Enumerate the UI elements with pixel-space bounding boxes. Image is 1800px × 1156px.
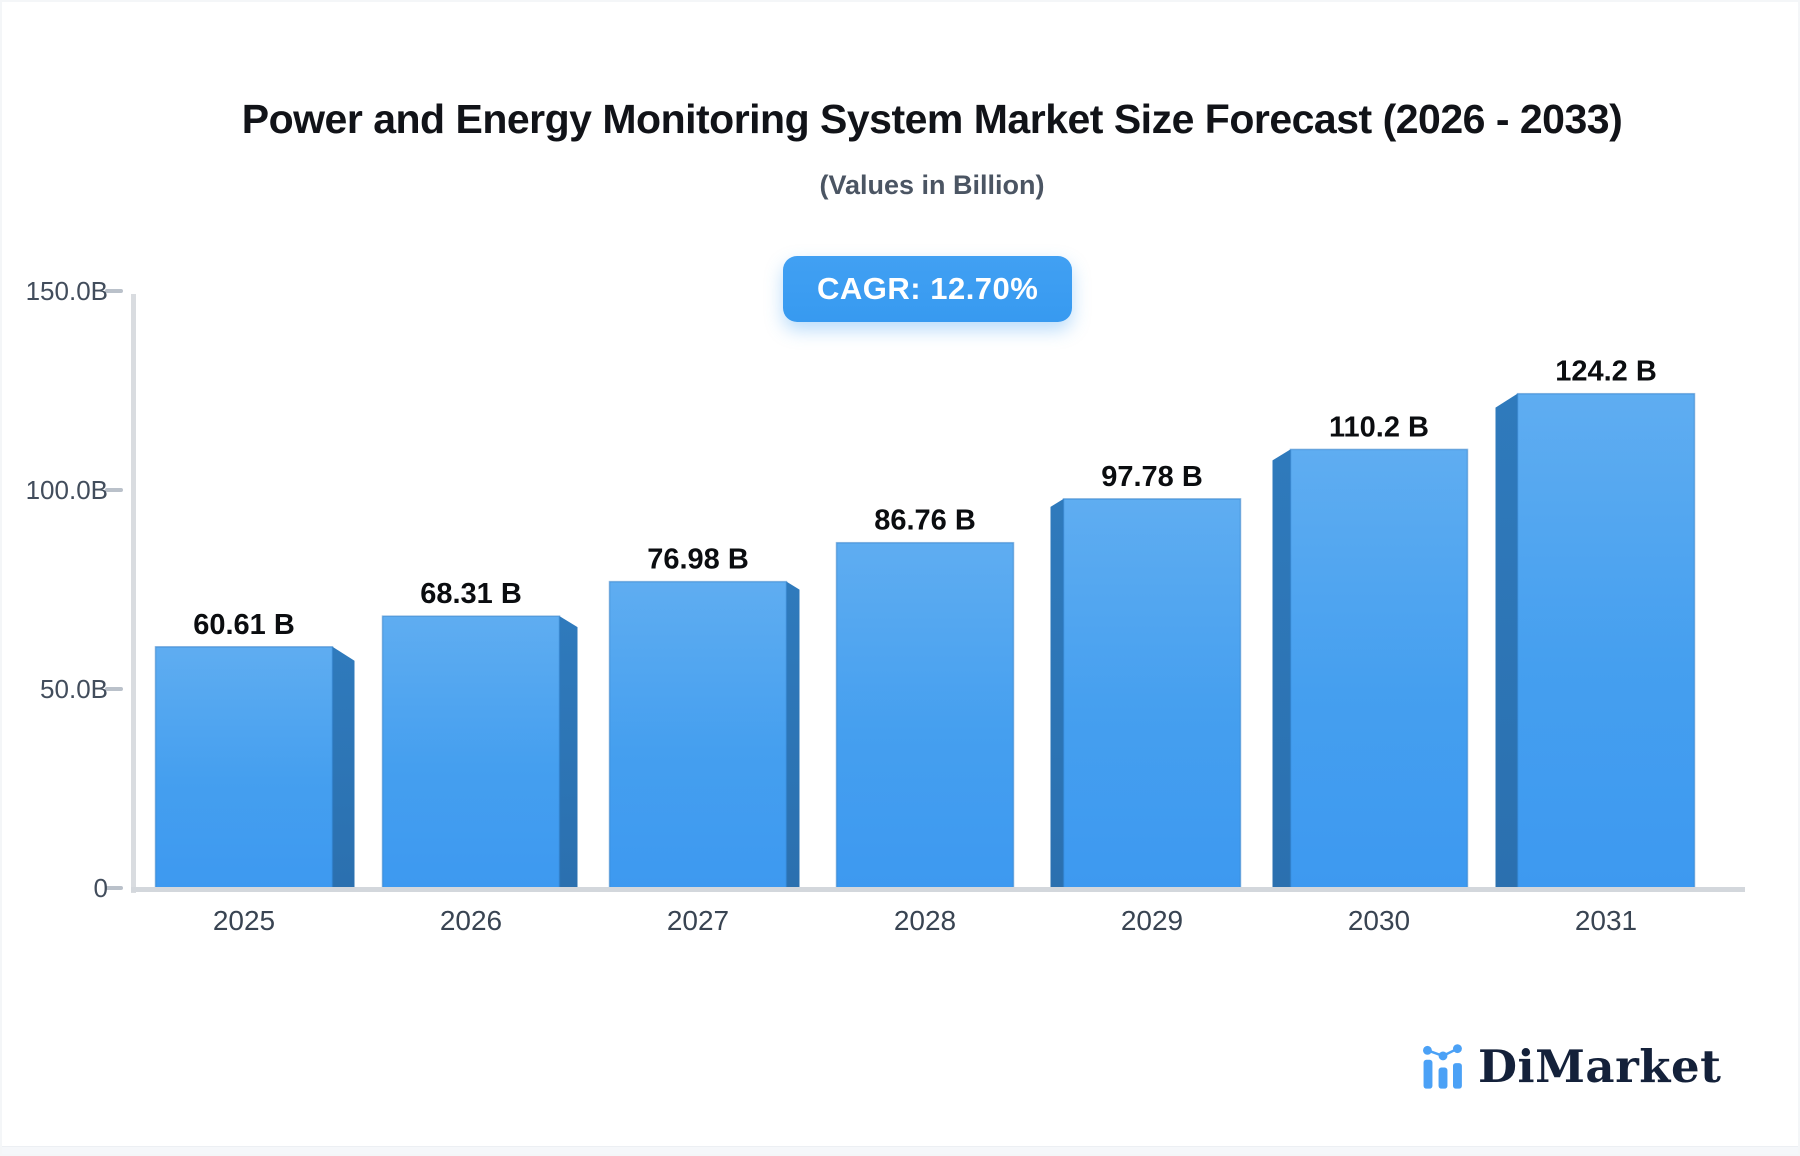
x-axis-label: 2025 <box>213 905 275 936</box>
bar-value-label: 86.76 B <box>874 505 976 537</box>
bar-chart-logo-icon <box>1423 1043 1462 1089</box>
y-axis-line <box>131 294 136 893</box>
bar-side-2029 <box>1050 498 1064 888</box>
bar-side-2025 <box>332 646 355 888</box>
bar-2031 <box>1516 392 1696 889</box>
y-axis-tick-label: 0 <box>94 873 108 903</box>
x-axis-label: 2029 <box>1121 905 1183 936</box>
bar-value-label: 110.2 B <box>1329 411 1429 443</box>
x-axis-label: 2026 <box>440 905 502 936</box>
bar-side-2026 <box>559 616 578 888</box>
bar-value-label: 68.31 B <box>420 578 522 610</box>
dimarket-logo: DiMarket <box>1423 1040 1721 1093</box>
bar-2025 <box>154 646 334 889</box>
bar-side-2031 <box>1495 393 1518 888</box>
x-axis-line <box>131 887 1745 892</box>
y-axis-tick-label: 100.0B <box>26 475 108 505</box>
x-axis-label: 2028 <box>894 905 956 936</box>
y-axis-tick-label: 50.0B <box>40 674 108 704</box>
y-axis-tick <box>105 687 123 691</box>
y-axis-tick <box>105 289 123 293</box>
bar-2029 <box>1062 498 1242 889</box>
bar-value-label: 60.61 B <box>193 609 295 641</box>
chart-subtitle: (Values in Billion) <box>819 170 1045 200</box>
bar-value-label: 76.98 B <box>647 544 749 576</box>
bar-side-2030 <box>1272 449 1291 888</box>
x-axis-label: 2031 <box>1575 905 1637 936</box>
cagr-badge: CAGR: 12.70% <box>783 256 1073 322</box>
bar-value-label: 124.2 B <box>1555 356 1657 388</box>
y-axis-tick <box>105 886 123 890</box>
bar-2028 <box>835 541 1015 889</box>
bar-2027 <box>608 580 788 889</box>
bottom-strip <box>2 1146 1798 1154</box>
brand-name: DiMarket <box>1478 1040 1722 1093</box>
chart-title: Power and Energy Monitoring System Marke… <box>241 96 1623 142</box>
bar-side-2027 <box>786 581 800 888</box>
x-axis-label: 2030 <box>1348 905 1410 936</box>
bar-2026 <box>381 615 561 889</box>
bar-2030 <box>1289 448 1469 889</box>
bar-value-label: 97.78 B <box>1101 461 1203 493</box>
y-axis-tick-label: 150.0B <box>26 276 108 306</box>
y-axis-tick <box>105 488 123 492</box>
x-axis-label: 2027 <box>667 905 729 936</box>
